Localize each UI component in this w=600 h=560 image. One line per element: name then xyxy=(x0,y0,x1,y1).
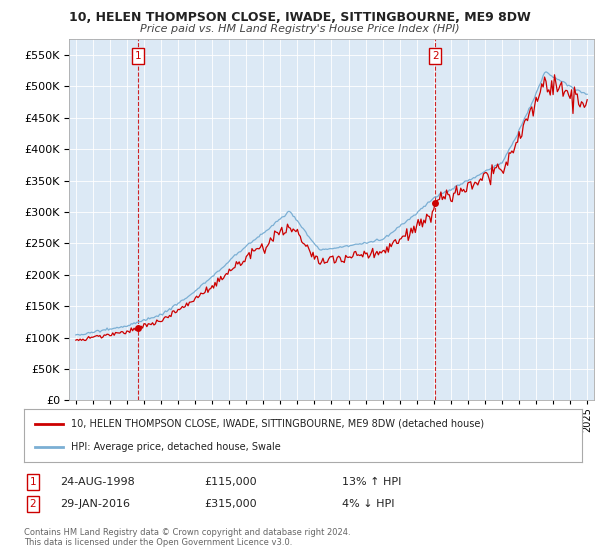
Text: £115,000: £115,000 xyxy=(204,477,257,487)
Text: 10, HELEN THOMPSON CLOSE, IWADE, SITTINGBOURNE, ME9 8DW (detached house): 10, HELEN THOMPSON CLOSE, IWADE, SITTING… xyxy=(71,419,485,429)
Text: 10, HELEN THOMPSON CLOSE, IWADE, SITTINGBOURNE, ME9 8DW: 10, HELEN THOMPSON CLOSE, IWADE, SITTING… xyxy=(69,11,531,24)
Text: HPI: Average price, detached house, Swale: HPI: Average price, detached house, Swal… xyxy=(71,442,281,452)
Text: £315,000: £315,000 xyxy=(204,499,257,509)
Text: 1: 1 xyxy=(29,477,37,487)
Text: 24-AUG-1998: 24-AUG-1998 xyxy=(60,477,135,487)
Text: 29-JAN-2016: 29-JAN-2016 xyxy=(60,499,130,509)
Text: Contains HM Land Registry data © Crown copyright and database right 2024.
This d: Contains HM Land Registry data © Crown c… xyxy=(24,528,350,547)
Text: 2: 2 xyxy=(29,499,37,509)
Text: 13% ↑ HPI: 13% ↑ HPI xyxy=(342,477,401,487)
Text: 1: 1 xyxy=(135,51,142,61)
Text: Price paid vs. HM Land Registry's House Price Index (HPI): Price paid vs. HM Land Registry's House … xyxy=(140,24,460,34)
Text: 4% ↓ HPI: 4% ↓ HPI xyxy=(342,499,395,509)
Text: 2: 2 xyxy=(432,51,439,61)
